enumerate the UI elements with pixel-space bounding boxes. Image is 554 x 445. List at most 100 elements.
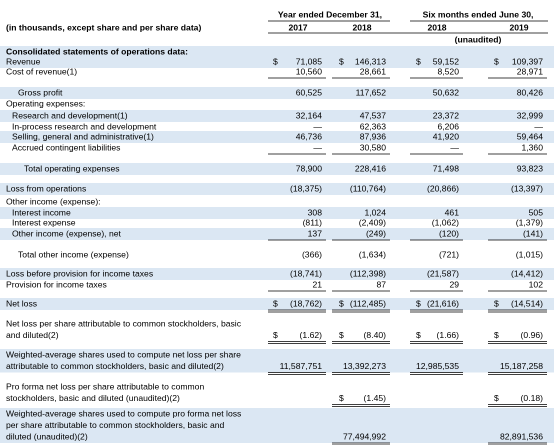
cell-value: 47,537 bbox=[360, 110, 387, 120]
row-label: stockholders, basic and diluted (unaudit… bbox=[6, 393, 180, 403]
row-label: Interest expense bbox=[12, 217, 76, 227]
row-label: Research and development(1) bbox=[12, 110, 128, 120]
row-label: Consolidated statements of operations da… bbox=[6, 46, 188, 56]
currency-sign: $ bbox=[339, 298, 344, 308]
row-shade bbox=[0, 163, 554, 175]
cell-value: 10,560 bbox=[296, 66, 323, 76]
cell-value: (1,379) bbox=[516, 217, 543, 227]
cell-value: 28,661 bbox=[360, 66, 387, 76]
row-shade bbox=[0, 268, 554, 280]
cell-value: 50,632 bbox=[433, 87, 460, 97]
row-shade bbox=[0, 131, 554, 143]
cell-value: 146,313 bbox=[355, 56, 386, 66]
row-shade bbox=[0, 110, 554, 122]
cell-value: (1.62) bbox=[300, 330, 323, 340]
cell-value: 46,736 bbox=[296, 131, 323, 141]
row-label: In-process research and development bbox=[12, 121, 157, 131]
column-year: 2018 bbox=[427, 22, 446, 32]
currency-sign: $ bbox=[416, 330, 421, 340]
row-shade bbox=[0, 87, 554, 99]
cell-value: (112,485) bbox=[350, 298, 386, 308]
unaudited-note: (unaudited) bbox=[455, 34, 502, 44]
cell-value: 21 bbox=[312, 279, 322, 289]
cell-value: 87 bbox=[376, 279, 386, 289]
cell-value: 137 bbox=[308, 228, 323, 238]
row-shade bbox=[0, 298, 554, 310]
table-caption: (in thousands, except share and per shar… bbox=[6, 22, 201, 32]
row-label: Operating expenses: bbox=[6, 98, 85, 108]
cell-value: (1.45) bbox=[364, 393, 387, 403]
column-year: 2019 bbox=[509, 22, 528, 32]
column-year: 2017 bbox=[288, 22, 307, 32]
cell-value: 32,164 bbox=[296, 110, 323, 120]
currency-sign: $ bbox=[494, 56, 499, 66]
cell-value: (1,062) bbox=[432, 217, 459, 227]
cell-value: (110,764) bbox=[350, 183, 386, 193]
column-group: Year ended December 31, bbox=[278, 9, 382, 19]
cell-value: 308 bbox=[308, 207, 323, 217]
cell-value: (811) bbox=[303, 217, 323, 227]
row-label: Net loss per share attributable to commo… bbox=[6, 318, 242, 328]
cell-value: (21,587) bbox=[427, 268, 459, 278]
row-shade bbox=[0, 46, 554, 58]
cell-value: 30,580 bbox=[360, 142, 387, 152]
row-label: Weighted-average shares used to compute … bbox=[6, 349, 241, 359]
cell-value: (18,375) bbox=[290, 183, 322, 193]
row-label: Revenue bbox=[6, 56, 41, 66]
cell-value: 80,426 bbox=[517, 87, 544, 97]
cell-value: 41,920 bbox=[433, 131, 460, 141]
row-label: Total operating expenses bbox=[24, 163, 120, 173]
cell-value: 8,520 bbox=[437, 66, 459, 76]
cell-value: (0.96) bbox=[521, 330, 544, 340]
row-shade bbox=[0, 228, 554, 240]
cell-value: (366) bbox=[302, 249, 322, 259]
currency-sign: $ bbox=[339, 56, 344, 66]
cell-value: (2,409) bbox=[359, 217, 386, 227]
cell-value: 102 bbox=[529, 279, 544, 289]
currency-sign: $ bbox=[494, 393, 499, 403]
cell-value: (14,412) bbox=[511, 268, 543, 278]
cell-value: (20,866) bbox=[427, 183, 459, 193]
cell-value: (0.18) bbox=[521, 393, 544, 403]
cell-value: (721) bbox=[439, 249, 459, 259]
cell-value: 71,085 bbox=[296, 56, 323, 66]
row-label: Gross profit bbox=[18, 87, 63, 97]
row-label: Other income (expense): bbox=[6, 196, 101, 206]
row-label: diluted (unaudited)(2) bbox=[6, 431, 88, 441]
cell-value: — bbox=[313, 121, 322, 131]
row-label: and diluted(2) bbox=[6, 330, 59, 340]
cell-value: (18,741) bbox=[290, 268, 322, 278]
currency-sign: $ bbox=[339, 330, 344, 340]
row-label: attributable to common stockholders, bas… bbox=[6, 361, 224, 371]
cell-value: 15,187,258 bbox=[500, 361, 543, 371]
cell-value: (1.66) bbox=[437, 330, 460, 340]
row-label: Other income (expense), net bbox=[12, 228, 122, 238]
row-label: Total other income (expense) bbox=[18, 249, 129, 259]
cell-value: 109,397 bbox=[512, 56, 543, 66]
cell-value: 28,971 bbox=[517, 66, 544, 76]
cell-value: 82,891,536 bbox=[500, 431, 543, 441]
cell-value: (18,762) bbox=[290, 298, 322, 308]
row-label: Cost of revenue(1) bbox=[6, 66, 77, 76]
cell-value: (1,015) bbox=[516, 249, 543, 259]
cell-value: 505 bbox=[529, 207, 544, 217]
row-shade bbox=[0, 349, 554, 373]
currency-sign: $ bbox=[494, 330, 499, 340]
cell-value: 29 bbox=[449, 279, 459, 289]
cell-value: 23,372 bbox=[433, 110, 460, 120]
currency-sign: $ bbox=[273, 56, 278, 66]
cell-value: (14,514) bbox=[511, 298, 543, 308]
currency-sign: $ bbox=[494, 298, 499, 308]
row-label: Loss from operations bbox=[6, 183, 86, 193]
cell-value: 62,363 bbox=[360, 121, 387, 131]
row-label: per share attributable to common stockho… bbox=[6, 420, 225, 430]
currency-sign: $ bbox=[273, 330, 278, 340]
row-shade bbox=[0, 207, 554, 219]
cell-value: (112,398) bbox=[350, 268, 386, 278]
row-label: Accrued contingent liabilities bbox=[12, 142, 120, 152]
row-shade bbox=[0, 183, 554, 195]
cell-value: 59,464 bbox=[517, 131, 544, 141]
row-label: Pro forma net loss per share attributabl… bbox=[6, 381, 204, 391]
cell-value: — bbox=[450, 142, 459, 152]
